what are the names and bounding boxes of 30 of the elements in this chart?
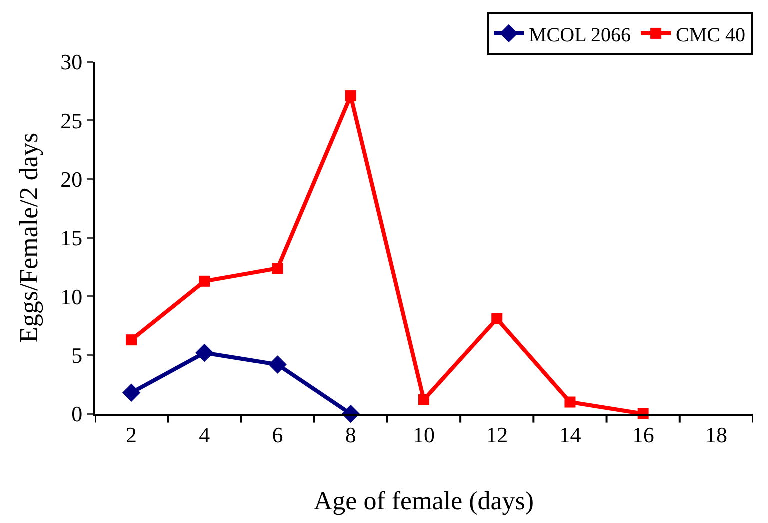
x-tick-label: 18 — [705, 422, 728, 448]
x-tick-label: 14 — [559, 422, 582, 448]
point — [492, 313, 503, 324]
x-tick-label: 8 — [345, 422, 356, 448]
x-axis-title: Age of female (days) — [314, 486, 534, 516]
x-tick-label: 4 — [199, 422, 210, 448]
point — [199, 276, 210, 287]
x-tick-label: 2 — [126, 422, 138, 448]
point — [126, 334, 138, 346]
y-tick-label: 25 — [60, 108, 83, 134]
y-tick-label: 0 — [72, 402, 83, 427]
y-tick-label: 5 — [72, 343, 83, 368]
point — [122, 384, 141, 402]
y-axis-title: Eggs/Female/2 days — [14, 132, 44, 344]
y-tick-label: 30 — [60, 50, 83, 75]
point — [564, 396, 576, 408]
point — [272, 263, 284, 274]
x-tick-label: 10 — [413, 422, 435, 448]
x-tick-label: 12 — [486, 422, 508, 448]
y-tick-label: 10 — [60, 284, 83, 310]
y-tick-label: 20 — [60, 167, 83, 192]
point — [345, 90, 356, 102]
point — [268, 356, 287, 374]
point — [196, 344, 214, 362]
x-tick-label: 6 — [272, 422, 284, 448]
legend-label: MCOL 2066 — [529, 24, 632, 46]
x-tick-label: 16 — [632, 422, 654, 448]
legend-label: CMC 40 — [676, 24, 746, 46]
y-tick-label: 15 — [60, 226, 83, 251]
point — [418, 394, 430, 406]
